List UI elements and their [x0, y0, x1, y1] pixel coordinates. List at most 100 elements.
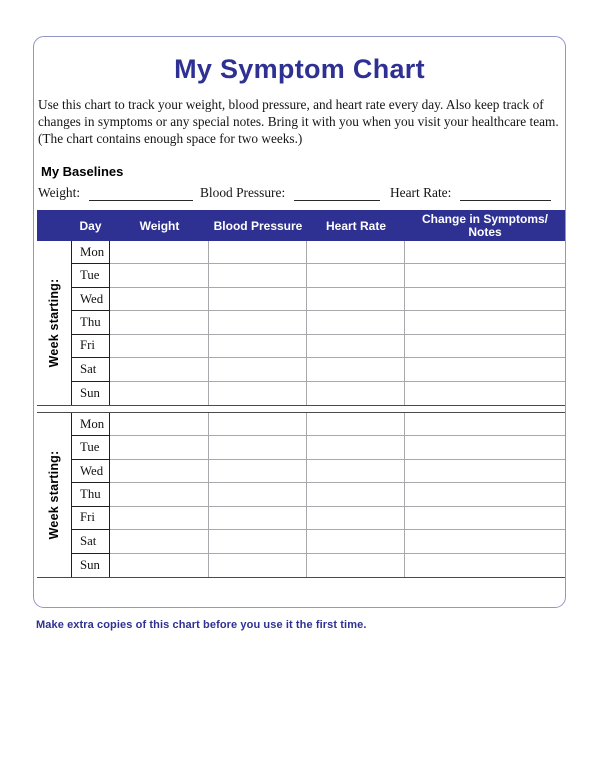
heart-rate-cell[interactable] [307, 506, 405, 531]
weight-cell[interactable] [110, 311, 209, 335]
notes-cell[interactable] [405, 436, 565, 460]
notes-cell[interactable] [405, 530, 565, 554]
notes-cell[interactable] [405, 382, 565, 405]
heart-rate-cell[interactable] [307, 334, 405, 359]
weight-cell[interactable] [110, 506, 209, 531]
week-2-label-cell: Week starting: [37, 413, 71, 577]
day-label: Mon [71, 241, 110, 265]
blood-pressure-cell[interactable] [209, 530, 307, 554]
heart-rate-cell[interactable] [307, 241, 405, 265]
heart-rate-cell[interactable] [307, 530, 405, 554]
notes-cell[interactable] [405, 483, 565, 507]
notes-cell[interactable] [405, 554, 565, 577]
heart-rate-cell[interactable] [307, 287, 405, 312]
blood-pressure-cell[interactable] [209, 241, 307, 265]
day-label: Sun [71, 381, 110, 405]
day-label: Mon [71, 413, 110, 437]
blood-pressure-cell[interactable] [209, 483, 307, 507]
heart-rate-cell[interactable] [307, 311, 405, 335]
day-label: Sun [71, 553, 110, 577]
weight-cell[interactable] [110, 264, 209, 288]
weight-cell[interactable] [110, 287, 209, 312]
weight-cell[interactable] [110, 413, 209, 437]
notes-cell[interactable] [405, 507, 565, 531]
table-row: Mon [71, 241, 565, 265]
header-weight: Weight [139, 218, 180, 233]
day-label: Sat [71, 358, 110, 382]
blood-pressure-cell[interactable] [209, 358, 307, 382]
header-change-notes: Change in Symptoms/ Notes [421, 211, 549, 239]
table-row: Sun [71, 553, 565, 577]
blood-pressure-cell[interactable] [209, 381, 307, 405]
baseline-heart-rate-input-line[interactable] [460, 186, 552, 201]
table-row: Fri [71, 506, 565, 531]
table-row: Sun [71, 381, 565, 405]
blood-pressure-cell[interactable] [209, 436, 307, 460]
heart-rate-cell[interactable] [307, 553, 405, 577]
notes-cell[interactable] [405, 288, 565, 312]
blood-pressure-cell[interactable] [209, 553, 307, 577]
baseline-blood-pressure-label: Blood Pressure: [200, 185, 286, 200]
baseline-weight-field: Weight: [38, 185, 194, 201]
symptom-table: Day Weight Blood Pressure Heart Rate Cha… [37, 210, 565, 578]
blood-pressure-cell[interactable] [209, 506, 307, 531]
day-label: Fri [71, 506, 110, 531]
weight-cell[interactable] [110, 459, 209, 484]
blood-pressure-cell[interactable] [209, 459, 307, 484]
notes-cell[interactable] [405, 311, 565, 335]
notes-cell[interactable] [405, 413, 565, 437]
chart-sheet: My Symptom Chart Use this chart to track… [33, 36, 566, 608]
week-1-label-cell: Week starting: [37, 241, 71, 405]
blood-pressure-cell[interactable] [209, 311, 307, 335]
weight-cell[interactable] [110, 483, 209, 507]
table-row: Thu [71, 483, 565, 507]
blood-pressure-cell[interactable] [209, 334, 307, 359]
day-label: Fri [71, 334, 110, 359]
notes-cell[interactable] [405, 264, 565, 288]
weight-cell[interactable] [110, 436, 209, 460]
weight-cell[interactable] [110, 334, 209, 359]
table-row: Wed [71, 287, 565, 312]
week-block-1: Week starting: Mon Tue [37, 241, 565, 406]
heart-rate-cell[interactable] [307, 381, 405, 405]
week-2-label: Week starting: [47, 450, 61, 540]
weight-cell[interactable] [110, 553, 209, 577]
table-row: Fri [71, 334, 565, 359]
baseline-blood-pressure-field: Blood Pressure: [200, 185, 381, 201]
notes-cell[interactable] [405, 460, 565, 484]
baseline-weight-input-line[interactable] [89, 186, 194, 201]
table-row: Sat [71, 358, 565, 382]
baseline-blood-pressure-input-line[interactable] [294, 186, 381, 201]
heart-rate-cell[interactable] [307, 436, 405, 460]
weight-cell[interactable] [110, 381, 209, 405]
baseline-heart-rate-field: Heart Rate: [390, 185, 552, 201]
weight-cell[interactable] [110, 530, 209, 554]
page-title: My Symptom Chart [174, 54, 425, 84]
weight-cell[interactable] [110, 358, 209, 382]
blood-pressure-cell[interactable] [209, 413, 307, 437]
blood-pressure-cell[interactable] [209, 264, 307, 288]
day-label: Tue [71, 436, 110, 460]
heart-rate-cell[interactable] [307, 459, 405, 484]
notes-cell[interactable] [405, 358, 565, 382]
baseline-weight-label: Weight: [38, 185, 81, 200]
week-1-label: Week starting: [47, 278, 61, 368]
blood-pressure-cell[interactable] [209, 287, 307, 312]
baselines-heading: My Baselines [41, 164, 124, 179]
heart-rate-cell[interactable] [307, 358, 405, 382]
notes-cell[interactable] [405, 335, 565, 359]
week-1-grid: Mon Tue Wed [71, 241, 565, 405]
heart-rate-cell[interactable] [307, 264, 405, 288]
table-row: Tue [71, 264, 565, 288]
header-day: Day [79, 218, 102, 233]
weight-cell[interactable] [110, 241, 209, 265]
day-label: Thu [71, 483, 110, 507]
day-label: Thu [71, 311, 110, 335]
notes-cell[interactable] [405, 241, 565, 265]
heart-rate-cell[interactable] [307, 413, 405, 437]
heart-rate-cell[interactable] [307, 483, 405, 507]
table-row: Thu [71, 311, 565, 335]
day-label: Wed [71, 287, 110, 312]
intro-paragraph: Use this chart to track your weight, blo… [38, 96, 565, 148]
baselines-fields: Weight: Blood Pressure: Heart Rate: [34, 182, 565, 201]
